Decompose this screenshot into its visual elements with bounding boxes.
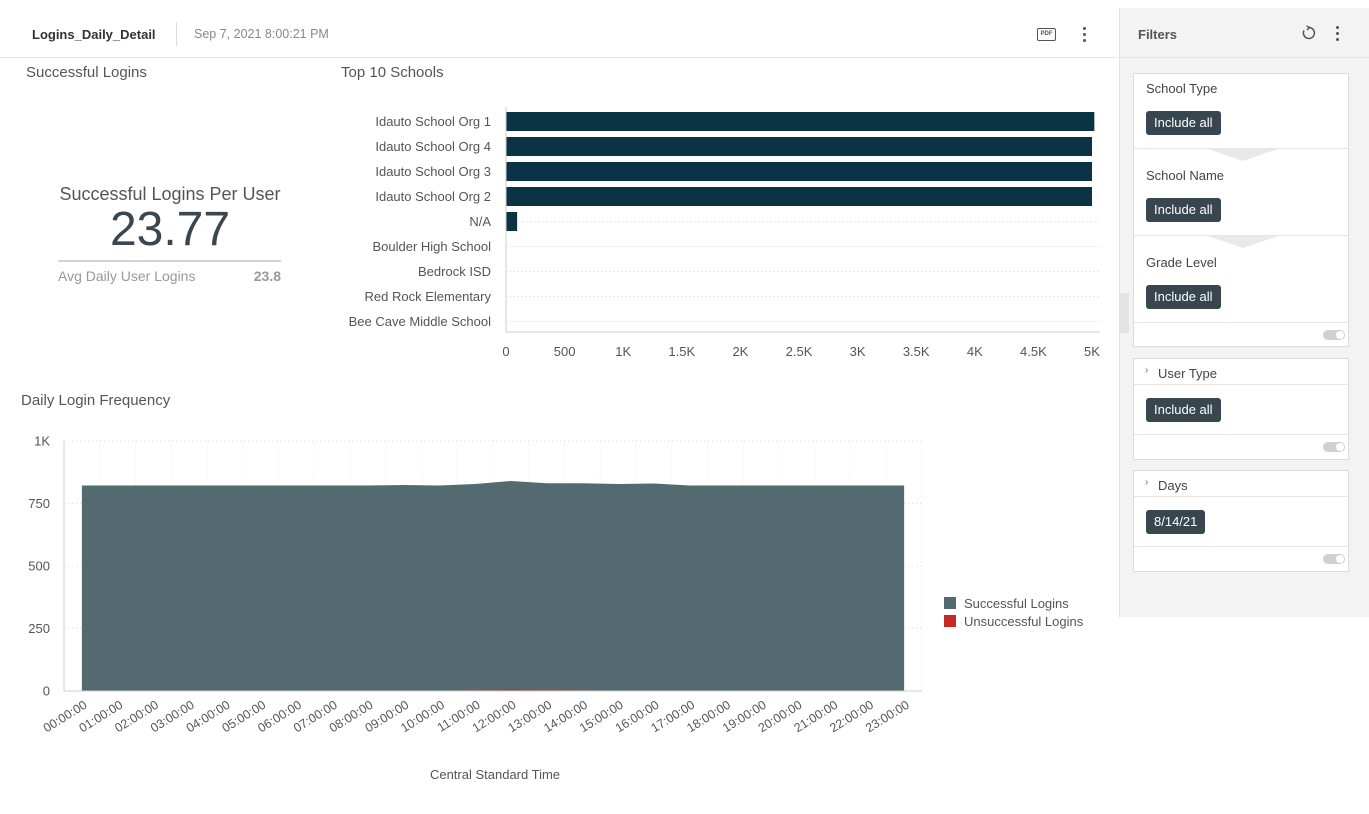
dashboard-timestamp: Sep 7, 2021 8:00:21 PM	[194, 27, 329, 41]
bar-x-tick-label: 3K	[850, 344, 866, 359]
bar-category-label: Bee Cave Middle School	[349, 314, 491, 329]
bar-x-tick-label: 5K	[1084, 344, 1100, 359]
filters-panel: Filters School Type Include all School N…	[1119, 8, 1369, 617]
days-toggle[interactable]	[1323, 554, 1345, 564]
cascade-arrow-icon	[1208, 149, 1278, 161]
bar-x-tick-label: 3.5K	[903, 344, 930, 359]
pdf-export-icon[interactable]: PDF	[1037, 28, 1056, 41]
user-type-toggle[interactable]	[1323, 442, 1345, 452]
days-card: › Days 8/14/21	[1133, 470, 1349, 572]
filter-divider	[1134, 148, 1348, 149]
bar-category-label: Idauto School Org 1	[375, 114, 491, 129]
user-type-label: User Type	[1158, 366, 1218, 381]
area-y-tick-label: 0	[43, 684, 50, 699]
area-y-tick-label: 1K	[34, 434, 50, 449]
kpi-tile-title: Successful Logins	[26, 64, 147, 81]
bar-n-a[interactable]	[506, 212, 518, 231]
kpi-sub-label: Avg Daily User Logins	[58, 268, 196, 284]
bar-idauto-school-org-3[interactable]	[506, 162, 1092, 181]
panel-collapse-handle[interactable]	[1120, 293, 1129, 333]
school-type-label: School Type	[1146, 81, 1218, 96]
bar-category-label: Bedrock ISD	[418, 264, 491, 279]
filters-title: Filters	[1138, 27, 1178, 42]
school-filters-toggle[interactable]	[1323, 330, 1345, 340]
top-schools-bar-chart: Idauto School Org 1 Idauto School Org 4 Id…	[349, 107, 1100, 359]
kpi-value: 23.77	[109, 203, 231, 256]
legend-swatch	[944, 597, 956, 609]
top-schools-title: Top 10 Schools	[341, 64, 444, 81]
area-y-tick-label: 500	[28, 559, 50, 574]
bar-category-label: N/A	[469, 214, 491, 229]
area-series-successful-logins[interactable]	[81, 481, 905, 691]
dashboard-title: Logins_Daily_Detail	[32, 27, 156, 42]
filter-divider	[1134, 496, 1348, 497]
filter-divider	[1134, 434, 1348, 435]
bar-x-tick-label: 1K	[615, 344, 631, 359]
bar-x-tick-label: 2K	[732, 344, 748, 359]
bar-category-label: Idauto School Org 4	[375, 139, 491, 154]
school-filters-card: School Type Include all School Name Incl…	[1133, 73, 1349, 347]
dashboard-header: Logins_Daily_Detail Sep 7, 2021 8:00:21 …	[0, 8, 1118, 58]
chevron-right-icon[interactable]: ›	[1145, 477, 1149, 488]
filter-divider	[1134, 384, 1348, 385]
filter-divider	[1134, 235, 1348, 236]
bar-category-label: Red Rock Elementary	[365, 289, 492, 304]
bar-x-tick-label: 500	[554, 344, 576, 359]
kpi-label: Successful Logins Per User	[59, 184, 281, 204]
user-type-pill[interactable]: Include all	[1146, 398, 1221, 422]
days-pill[interactable]: 8/14/21	[1146, 510, 1206, 534]
bar-x-tick-label: 2.5K	[786, 344, 813, 359]
filters-header: Filters	[1120, 8, 1369, 58]
bar-category-label: Idauto School Org 3	[375, 164, 491, 179]
reset-icon[interactable]	[1301, 25, 1317, 41]
filter-divider	[1134, 322, 1348, 323]
kpi-sub-value: 23.8	[253, 268, 281, 284]
bar-x-tick-label: 4K	[967, 344, 983, 359]
chevron-right-icon[interactable]: ›	[1145, 365, 1149, 376]
bar-x-tick-label: 1.5K	[668, 344, 695, 359]
title-divider	[176, 22, 177, 46]
grade-level-label: Grade Level	[1146, 255, 1217, 270]
bar-category-label: Boulder High School	[372, 239, 491, 254]
school-name-label: School Name	[1146, 168, 1225, 183]
school-type-pill[interactable]: Include all	[1146, 111, 1221, 135]
area-y-tick-label: 750	[28, 496, 50, 511]
grade-level-pill[interactable]: Include all	[1146, 285, 1221, 309]
daily-frequency-title: Daily Login Frequency	[21, 392, 171, 409]
filters-more-icon[interactable]	[1332, 25, 1344, 43]
bar-x-tick-label: 4.5K	[1020, 344, 1047, 359]
bar-idauto-school-org-2[interactable]	[506, 187, 1092, 206]
area-x-axis-title: Central Standard Time	[430, 767, 560, 782]
school-name-pill[interactable]: Include all	[1146, 198, 1221, 222]
bar-idauto-school-org-4[interactable]	[506, 137, 1092, 156]
bar-x-tick-label: 0	[502, 344, 509, 359]
user-type-card: › User Type Include all	[1133, 358, 1349, 460]
bar-category-label: Idauto School Org 2	[375, 189, 491, 204]
bar-idauto-school-org-1[interactable]	[506, 112, 1095, 131]
filter-divider	[1134, 546, 1348, 547]
cascade-arrow-icon	[1208, 236, 1278, 248]
days-label: Days	[1158, 478, 1188, 493]
area-y-tick-label: 250	[28, 621, 50, 636]
daily-login-area-chart: 02505007501K00:00:0001:00:0002:00:0003:0…	[28, 434, 1084, 783]
legend-label[interactable]: Successful Logins	[964, 596, 1069, 611]
kpi-divider	[58, 260, 281, 262]
legend-swatch	[944, 615, 956, 627]
legend-label[interactable]: Unsuccessful Logins	[964, 614, 1084, 629]
dashboard-more-icon[interactable]	[1079, 26, 1091, 44]
